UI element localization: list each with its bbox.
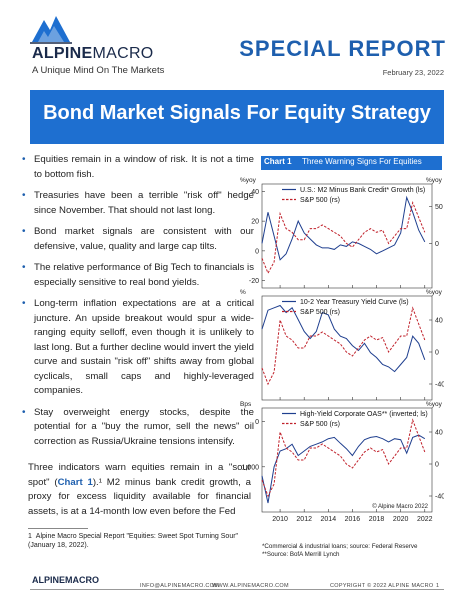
right-axis-unit: %yoy: [426, 289, 443, 296]
footer-email[interactable]: INFO@ALPINEMACRO.COM: [140, 583, 220, 589]
left-axis-unit: %: [240, 289, 246, 296]
key-point: Long-term inflation expectations are at …: [22, 297, 254, 399]
x-tick-label: 2016: [345, 516, 361, 523]
footnote-divider: [28, 528, 88, 529]
legend-label: S&P 500 (rs): [300, 197, 340, 204]
title-banner: Bond Market Signals For Equity Strategy: [30, 90, 444, 144]
report-type: SPECIAL REPORT: [239, 36, 446, 61]
legend-label: S&P 500 (rs): [300, 421, 340, 428]
key-point: The relative performance of Big Tech to …: [22, 261, 254, 290]
x-tick-label: 2022: [417, 516, 433, 523]
right-tick-label: 40: [435, 430, 443, 437]
primary-series-line: [261, 304, 426, 373]
page-number: 1: [436, 583, 440, 589]
left-tick-label: 20: [251, 219, 259, 226]
key-point: Stay overweight energy stocks, despite t…: [22, 406, 254, 450]
chart-reference-link[interactable]: Chart 1: [57, 476, 93, 488]
left-axis-unit: %yoy: [240, 177, 257, 184]
left-tick-label: -20: [249, 278, 259, 285]
legend-label: 10-2 Year Treasury Yield Curve (ls): [300, 299, 409, 306]
key-point: Treasuries have been a terrible "risk of…: [22, 189, 254, 218]
key-point: Equities remain in a window of risk. It …: [22, 153, 254, 182]
chart-header-bar: [261, 156, 442, 170]
primary-series-line: [261, 195, 426, 261]
x-tick-label: 2020: [393, 516, 409, 523]
chart-panel-frame: [261, 295, 433, 401]
right-tick-label: -40: [435, 382, 444, 389]
legend-label: S&P 500 (rs): [300, 309, 340, 316]
right-tick-label: 0: [435, 462, 439, 469]
x-tick-label: 2012: [296, 516, 312, 523]
x-tick-label: 2018: [369, 516, 385, 523]
sp500-series-line: [261, 418, 426, 498]
chart-panel-frame: [261, 183, 433, 289]
legend-label: U.S.: M2 Minus Bank Credit* Growth (ls): [300, 187, 425, 194]
report-date: February 23, 2022: [382, 68, 444, 77]
right-tick-label: -40: [435, 494, 444, 501]
brand-tagline: A Unique Mind On The Markets: [32, 65, 165, 76]
legend-label: High-Yield Corporate OAS** (inverted; ls…: [300, 411, 428, 418]
footer-copyright: COPYRIGHT © 2022 ALPINE MACRO: [330, 583, 434, 589]
left-axis-unit: Bps: [240, 401, 252, 408]
sp500-series-line: [261, 306, 426, 386]
sp500-series-line: [261, 200, 426, 275]
chart-note: *Commercial & industrial loans; source: …: [262, 543, 418, 550]
chart-panel-frame: [261, 407, 433, 513]
right-axis-unit: %yoy: [426, 177, 443, 184]
chart-title: Three Warning Signs For Equities: [302, 157, 422, 166]
footnote: 1 Alpine Macro Special Report "Equities:…: [28, 533, 239, 549]
right-tick-label: 0: [435, 241, 439, 248]
brand-name: ALPINEMACRO: [32, 45, 154, 62]
x-tick-label: 2014: [321, 516, 337, 523]
chart-number: Chart 1: [264, 157, 292, 166]
x-tick-label: 2010: [272, 516, 288, 523]
right-tick-label: 50: [435, 204, 443, 211]
key-points-list: Equities remain in a window of risk. It …: [22, 153, 254, 456]
left-tick-label: 0: [255, 419, 259, 426]
footer-logo: ALPINEMACRO: [32, 575, 99, 585]
chart-notes: *Commercial & industrial loans; source: …: [262, 543, 417, 559]
chart-svg: %yoy %yoy 40 20 0 -20 50 0 U.S.: M2 Minus Bank C…: [240, 177, 444, 523]
right-tick-label: 40: [435, 318, 443, 325]
left-tick-label: 1,000: [241, 464, 259, 471]
right-axis-unit: %yoy: [426, 401, 443, 408]
key-point: Bond market signals are consistent with …: [22, 225, 254, 254]
body-paragraph: Three indicators warn equities remain in…: [28, 462, 251, 517]
alpine-macro-logo-icon: [30, 12, 72, 44]
chart-copyright: © Alpine Macro 2022: [372, 503, 428, 510]
page-title: Bond Market Signals For Equity Strategy: [43, 102, 431, 124]
chart-note: **Source: BofA Merrill Lynch: [262, 551, 340, 558]
right-tick-label: 0: [435, 350, 439, 357]
footer-divider: [30, 589, 444, 590]
left-tick-label: 0: [255, 248, 259, 255]
footer-website[interactable]: WWW.ALPINEMACRO.COM: [212, 583, 289, 589]
primary-series-line: [261, 434, 426, 504]
left-tick-label: 40: [251, 189, 259, 196]
